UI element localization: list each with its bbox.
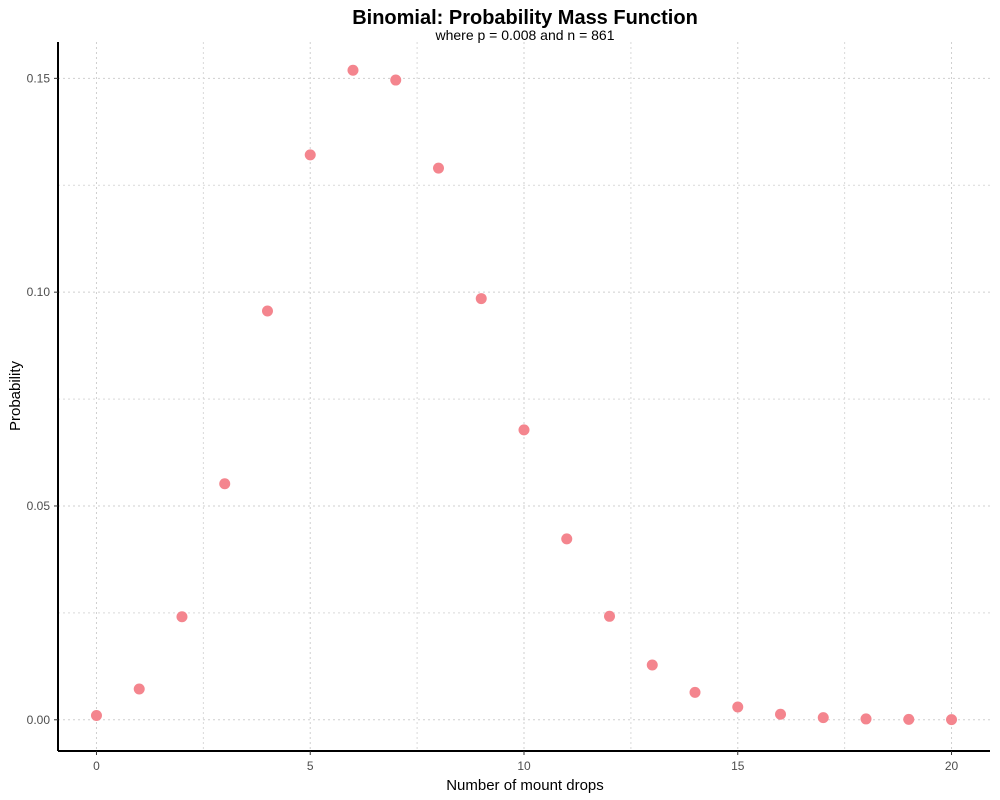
y-tick-label: 0.05 — [27, 499, 51, 513]
chart-title: Binomial: Probability Mass Function — [352, 7, 698, 29]
data-point — [176, 611, 188, 623]
y-tick-label: 0.15 — [27, 71, 51, 85]
data-point — [860, 713, 872, 725]
labels-layer: 0 5 10 15 20 0.00 0.05 0.10 0.15 — [27, 71, 959, 773]
data-point — [347, 64, 359, 76]
data-point — [903, 713, 915, 725]
y-tick-label: 0.10 — [27, 285, 51, 299]
data-point — [390, 74, 402, 86]
data-point — [775, 708, 787, 720]
grid-layer — [58, 42, 990, 751]
data-point — [817, 712, 829, 724]
data-point — [561, 533, 573, 545]
data-point — [304, 149, 316, 161]
x-tick-label: 10 — [517, 759, 531, 773]
data-point — [432, 162, 444, 174]
chart-subtitle: where p = 0.008 and n = 861 — [434, 27, 614, 43]
axis-layer — [54, 42, 990, 755]
data-point — [732, 701, 744, 713]
data-point — [261, 305, 273, 317]
data-point — [219, 478, 231, 490]
x-tick-label: 20 — [945, 759, 959, 773]
y-tick-label: 0.00 — [27, 713, 51, 727]
data-point — [475, 293, 487, 305]
data-point — [604, 610, 616, 622]
data-point — [90, 710, 102, 722]
data-point — [518, 424, 530, 436]
points-layer — [90, 64, 958, 726]
data-point — [133, 683, 145, 695]
data-point — [646, 659, 658, 671]
x-tick-label: 0 — [93, 759, 100, 773]
x-axis-title: Number of mount drops — [446, 777, 604, 794]
x-tick-label: 5 — [307, 759, 314, 773]
data-point — [689, 686, 701, 698]
x-tick-label: 15 — [731, 759, 745, 773]
data-point — [946, 714, 958, 726]
y-axis-title: Probability — [7, 360, 24, 431]
